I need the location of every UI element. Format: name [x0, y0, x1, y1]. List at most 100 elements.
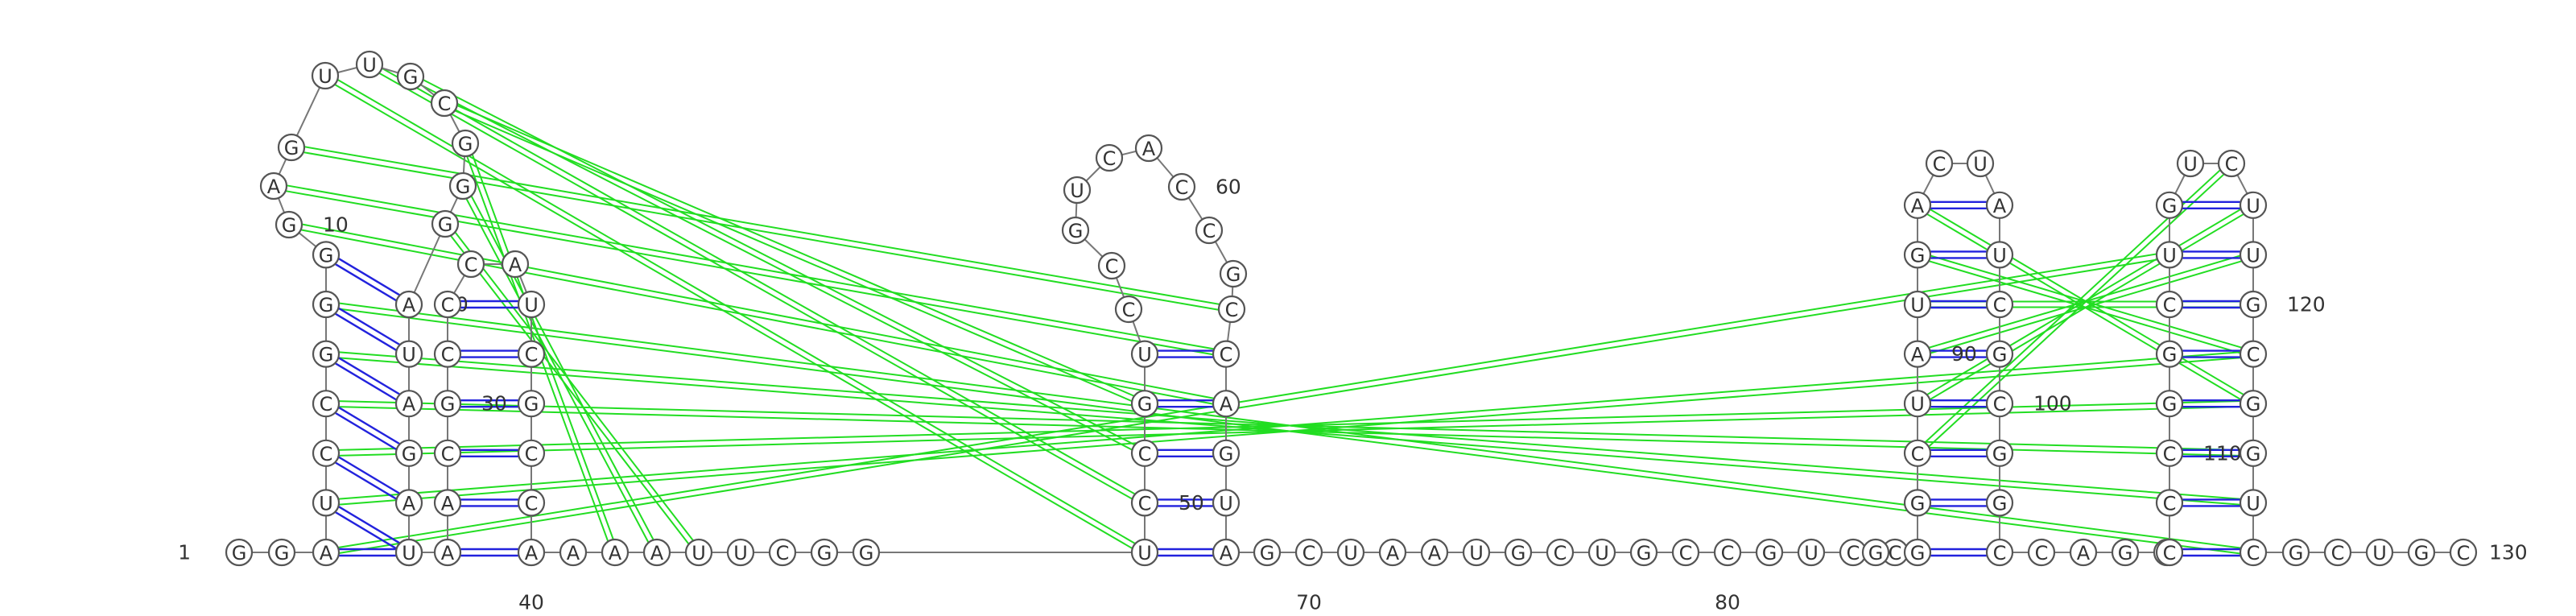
svg-text:C: C — [1225, 299, 1239, 321]
nucleotide: G — [1130, 390, 1159, 418]
svg-text:C: C — [1103, 147, 1117, 170]
svg-text:C: C — [438, 93, 452, 115]
position-label: 70 — [1296, 591, 1322, 614]
svg-text:U: U — [1137, 542, 1152, 564]
pseudoknot-line — [370, 61, 1147, 502]
svg-text:C: C — [2163, 542, 2177, 564]
svg-text:U: U — [1595, 542, 1609, 564]
position-label: 100 — [2033, 392, 2072, 415]
svg-text:U: U — [402, 344, 416, 366]
svg-text:U: U — [1070, 180, 1084, 202]
svg-text:C: C — [2225, 153, 2239, 176]
nucleotide: C — [768, 538, 797, 567]
nucleotide: U — [1130, 340, 1159, 368]
nucleotide: U — [1212, 489, 1241, 517]
pseudoknot-line — [464, 184, 660, 552]
svg-text:G: G — [440, 393, 456, 415]
nucleotide: G — [431, 209, 460, 238]
svg-text:C: C — [441, 294, 455, 316]
position-label: 120 — [2287, 293, 2326, 316]
svg-text:C: C — [1721, 542, 1735, 564]
svg-text:G: G — [456, 176, 471, 198]
nucleotide: C — [1880, 538, 1909, 567]
position-label: 10 — [323, 213, 349, 237]
svg-text:C: C — [525, 344, 539, 366]
pseudoknot-line — [1915, 206, 2252, 407]
svg-text:G: G — [1260, 542, 1275, 564]
backbone-link — [408, 223, 446, 305]
svg-text:C: C — [320, 443, 333, 465]
nucleotide: A — [601, 538, 630, 567]
svg-text:A: A — [402, 294, 416, 316]
nucleotide: A — [1903, 191, 1932, 219]
nucleotide: U — [1130, 538, 1159, 567]
nucleotide: C — [2217, 149, 2246, 178]
position-label: 130 — [2489, 541, 2528, 564]
svg-text:A: A — [1386, 542, 1400, 564]
svg-text:C: C — [1993, 542, 2007, 564]
svg-text:A: A — [650, 542, 664, 564]
nucleotide: C — [1114, 295, 1143, 324]
nucleotide: A — [1134, 134, 1163, 163]
nucleotide: G — [451, 129, 480, 158]
nucleotide: C — [2155, 439, 2184, 467]
svg-text:U: U — [2246, 244, 2260, 267]
nucleotide: C — [2155, 489, 2184, 517]
nucleotide: G — [2155, 340, 2184, 368]
pseudoknot-line — [411, 72, 1147, 452]
svg-text:U: U — [524, 294, 539, 316]
svg-text:G: G — [1226, 263, 1241, 286]
nucleotide: G — [394, 439, 423, 467]
nucleotide: C — [1294, 538, 1323, 567]
pseudoknot-line — [408, 78, 1144, 457]
nucleotide: C — [1985, 290, 2014, 319]
svg-text:G: G — [2414, 542, 2429, 564]
nucleotide: C — [1903, 439, 1932, 467]
nucleotide: A — [394, 290, 423, 319]
nucleotide: C — [312, 439, 341, 467]
pseudoknot-line — [288, 226, 1226, 407]
svg-text:U: U — [2246, 492, 2260, 515]
nucleotide: G — [312, 340, 341, 368]
svg-text:G: G — [1910, 492, 1926, 515]
svg-text:G: G — [1992, 344, 2008, 366]
svg-text:C: C — [1847, 542, 1860, 564]
base-pair-line — [324, 256, 408, 308]
svg-text:U: U — [1910, 294, 1925, 316]
svg-text:U: U — [691, 542, 706, 564]
svg-text:G: G — [2246, 294, 2261, 316]
nucleotide: U — [2239, 241, 2268, 269]
nucleotide: A — [501, 250, 530, 279]
svg-text:U: U — [319, 492, 333, 515]
svg-text:G: G — [2162, 195, 2178, 217]
nucleotide: U — [355, 50, 384, 79]
nucleotide: C — [2155, 538, 2184, 567]
pseudoknot-line — [443, 105, 1145, 407]
svg-text:U: U — [1137, 344, 1152, 366]
svg-text:A: A — [525, 542, 539, 564]
nucleotide: G — [852, 538, 881, 567]
svg-text:C: C — [2247, 542, 2260, 564]
nucleotide: A — [1420, 538, 1449, 567]
nucleotide: G — [1985, 340, 2014, 368]
svg-text:C: C — [1679, 542, 1693, 564]
nucleotide: C — [1713, 538, 1742, 567]
nucleotide: C — [312, 390, 341, 418]
svg-text:G: G — [2289, 542, 2304, 564]
svg-text:U: U — [2246, 195, 2260, 217]
nucleotide: C — [1671, 538, 1700, 567]
svg-text:C: C — [320, 393, 333, 415]
svg-text:G: G — [319, 294, 334, 316]
nucleotide: G — [2239, 439, 2268, 467]
backbone — [239, 64, 2463, 553]
nucleotide: C — [2239, 340, 2268, 368]
nucleotide: A — [517, 538, 546, 567]
nucleotide: G — [312, 241, 341, 269]
base-pair-line — [327, 300, 411, 353]
svg-text:G: G — [438, 213, 453, 236]
nucleotide: A — [1985, 191, 2014, 219]
svg-text:G: G — [2162, 393, 2178, 415]
svg-text:G: G — [2162, 344, 2178, 366]
svg-text:A: A — [402, 393, 416, 415]
svg-text:C: C — [2247, 344, 2260, 366]
